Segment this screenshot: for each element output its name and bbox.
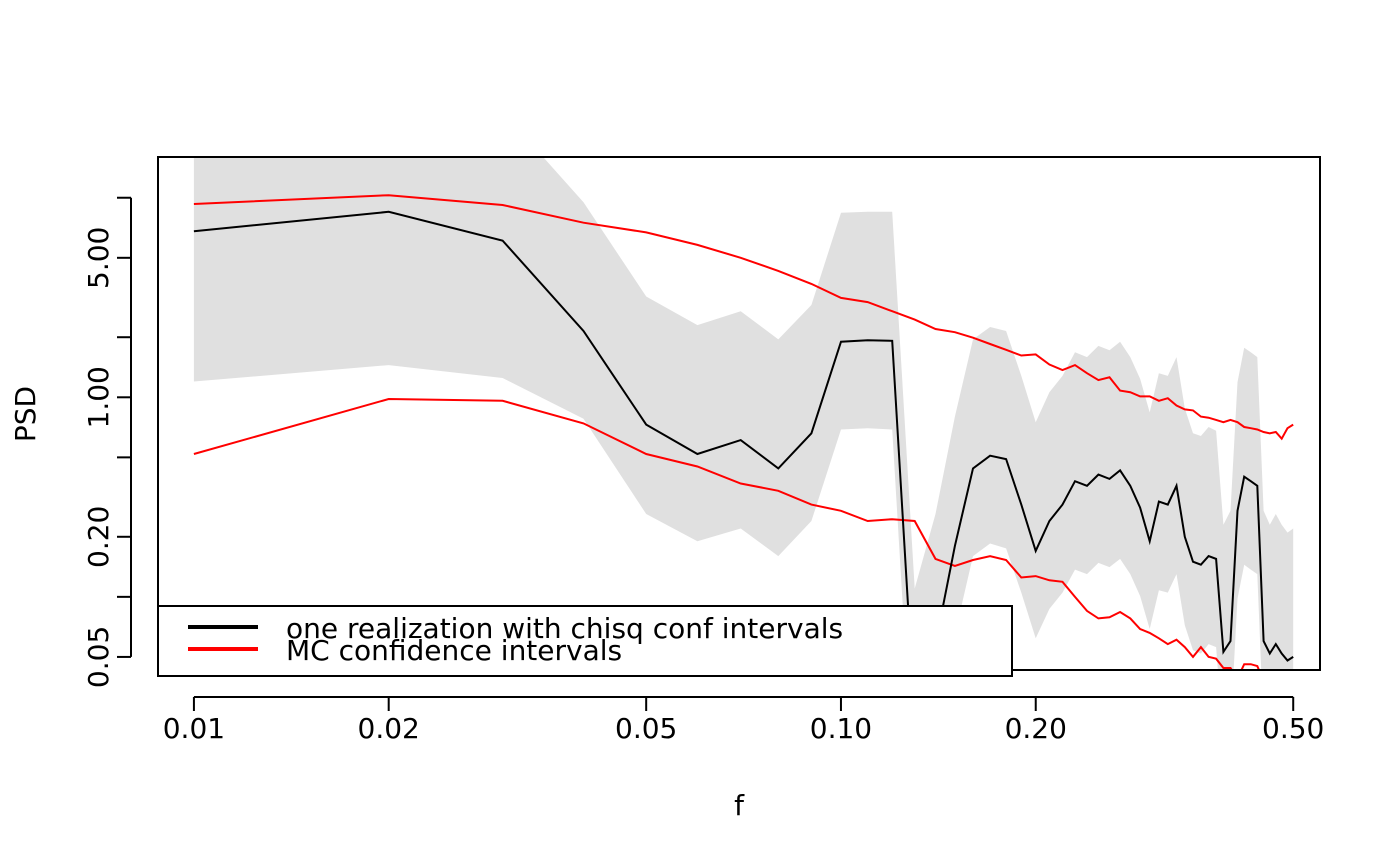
y-axis: 0.05 0.20 1.00 5.00 [82, 196, 132, 688]
x-tick-label: 0.10 [810, 712, 872, 745]
x-tick-label: 0.02 [358, 712, 420, 745]
chisq-confidence-band [193, 157, 1294, 670]
y-axis-label: PSD [9, 386, 42, 442]
x-tick-label: 0.50 [1262, 712, 1324, 745]
y-tick-label: 5.00 [82, 227, 115, 289]
legend-label-realization: one realization with chisq conf interval… [286, 612, 843, 645]
mc-upper-line [193, 194, 1294, 441]
plot-area [193, 157, 1294, 670]
x-tick-label: 0.05 [615, 712, 677, 745]
realization-line [193, 210, 1294, 670]
x-axis: 0.01 0.02 0.05 0.10 0.20 0.50 [163, 696, 1324, 745]
x-axis-label: f [734, 789, 745, 822]
y-tick-label: 1.00 [82, 366, 115, 428]
legend-label-mc: MC confidence intervals [286, 634, 622, 667]
mc-lower-line [193, 397, 1261, 670]
x-tick-label: 0.20 [1005, 712, 1067, 745]
x-tick-label: 0.01 [163, 712, 225, 745]
y-tick-label: 0.20 [82, 506, 115, 568]
y-tick-label: 0.05 [82, 626, 115, 688]
legend-box [157, 605, 1013, 677]
legend: one realization with chisq conf interval… [157, 605, 1013, 677]
